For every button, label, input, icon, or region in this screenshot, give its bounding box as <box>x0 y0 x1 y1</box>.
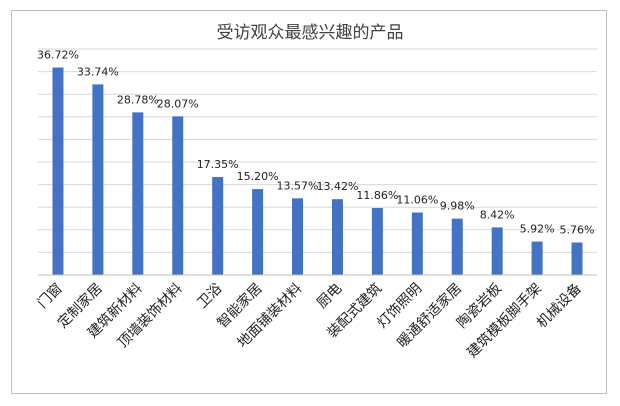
bar <box>292 198 304 275</box>
bar <box>371 207 383 275</box>
data-label: 5.92% <box>520 223 555 236</box>
bar <box>52 67 64 275</box>
data-labels: 36.72% 33.74% 28.78%28.07% 17.35%15.20%13.5… <box>37 49 595 237</box>
data-label: 17.35% <box>197 158 239 171</box>
bar <box>92 84 104 275</box>
data-label: 28.78% <box>117 93 159 106</box>
gridlines <box>38 48 597 253</box>
data-label: 36.72% <box>37 49 79 62</box>
bar <box>252 189 264 275</box>
category-label: 建筑模板脚手架 <box>464 281 545 362</box>
chart-title: 受访观众最感兴趣的产品 <box>217 23 404 43</box>
data-label: 13.42% <box>316 180 358 193</box>
bar <box>411 212 423 275</box>
data-label: 33.74% <box>77 65 119 78</box>
category-label: 门窗 <box>34 280 66 312</box>
data-label: 8.42% <box>480 208 515 221</box>
bar-chart: 受访观众最感兴趣的产品 36.72% 33.74% 28.78%28.07% 17.3… <box>34 23 597 362</box>
bar <box>172 116 184 275</box>
bar <box>451 218 463 275</box>
bar <box>331 199 343 275</box>
bar <box>491 227 503 275</box>
data-label: 13.57% <box>277 179 319 192</box>
data-label: 11.06% <box>396 194 438 207</box>
chart-frame: 受访观众最感兴趣的产品 36.72% 33.74% 28.78% 28.07% 17.3… <box>11 10 607 394</box>
data-label: 11.86% <box>356 189 398 202</box>
data-label: 15.20% <box>237 170 279 183</box>
bar <box>212 176 224 275</box>
data-label: 9.98% <box>440 200 475 213</box>
category-label: 卫浴 <box>194 281 225 312</box>
category-label: 厨电 <box>314 281 345 312</box>
category-label: 机械设备 <box>533 280 585 332</box>
bar <box>531 241 543 275</box>
bars <box>52 67 583 275</box>
bar <box>132 112 144 275</box>
bar <box>571 242 583 275</box>
data-label: 5.76% <box>560 223 595 236</box>
data-label: 28.07% <box>157 97 199 110</box>
